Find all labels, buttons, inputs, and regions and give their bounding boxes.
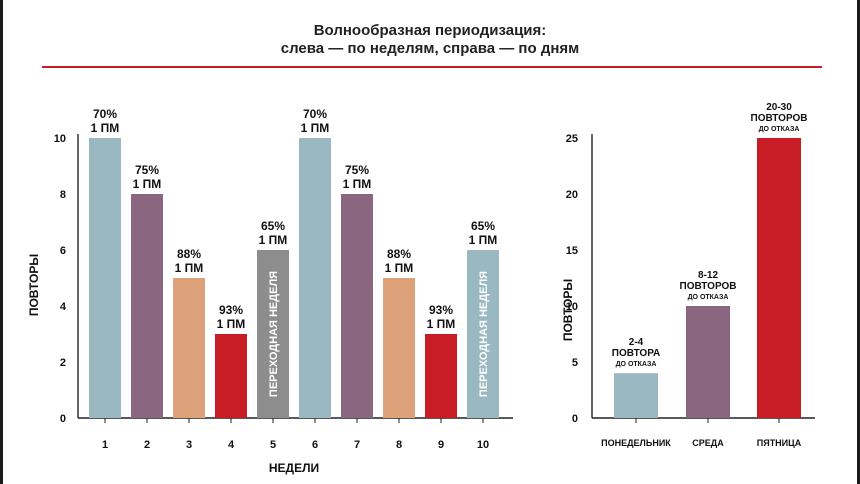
day-data-label: ПОВТОРА <box>612 348 660 359</box>
week-data-label: 1 ПМ <box>217 317 246 331</box>
week-bar <box>173 278 205 418</box>
week-data-label: 1 ПМ <box>427 317 456 331</box>
right-frame-border <box>857 0 860 484</box>
week-category-label: 3 <box>186 439 192 451</box>
day-bar <box>686 306 730 418</box>
week-y-tick-label: 6 <box>60 245 66 257</box>
week-data-label: 1 ПМ <box>133 177 162 191</box>
day-y-tick-label: 5 <box>572 357 578 369</box>
week-category-label: 8 <box>396 439 402 451</box>
day-y-tick-label: 25 <box>566 133 578 145</box>
week-data-label: 1 ПМ <box>301 121 330 135</box>
week-bar <box>383 278 415 418</box>
left-frame-border <box>0 0 3 484</box>
week-data-label: 1 ПМ <box>91 121 120 135</box>
week-data-label: 93% <box>429 303 453 317</box>
week-data-label: 88% <box>177 247 201 261</box>
title-divider <box>42 66 822 68</box>
week-bar <box>299 138 331 418</box>
day-y-tick-label: 0 <box>572 413 578 425</box>
chart-title-line-1: Волнообразная периодизация: <box>313 22 547 39</box>
week-category-label: 2 <box>144 439 150 451</box>
week-bar-inner-label: ПЕРЕХОДНАЯ НЕДЕЛЯ <box>268 271 280 397</box>
week-data-label: 75% <box>345 163 369 177</box>
day-data-label: ПОВТОРОВ <box>680 281 737 292</box>
day-data-label: ДО ОТКАЗА <box>688 294 729 301</box>
day-bar <box>614 373 658 418</box>
day-data-label: ДО ОТКАЗА <box>759 126 800 133</box>
week-data-label: 70% <box>93 107 117 121</box>
week-y-tick-label: 0 <box>60 413 66 425</box>
week-data-label: 1 ПМ <box>175 261 204 275</box>
day-bar <box>757 138 801 418</box>
day-y-tick-label: 20 <box>566 189 578 201</box>
week-category-label: 5 <box>270 439 276 451</box>
week-y-tick-label: 8 <box>60 189 66 201</box>
day-data-label: ПОВТОРОВ <box>751 113 808 124</box>
week-data-label: 65% <box>471 219 495 233</box>
week-category-label: 4 <box>228 439 235 451</box>
week-data-label: 88% <box>387 247 411 261</box>
day-y-axis-label: ПОВТОРЫ <box>561 279 575 341</box>
week-data-label: 70% <box>303 107 327 121</box>
week-x-axis-label: НЕДЕЛИ <box>269 461 319 475</box>
week-category-label: 7 <box>354 439 360 451</box>
week-data-label: 65% <box>261 219 285 233</box>
week-category-label: 9 <box>438 439 444 451</box>
day-data-label: ДО ОТКАЗА <box>616 361 657 368</box>
day-data-label: 2-4 <box>629 337 644 348</box>
week-data-label: 1 ПМ <box>343 177 372 191</box>
day-data-label: 8-12 <box>698 270 718 281</box>
week-bar <box>425 334 457 418</box>
week-data-label: 75% <box>135 163 159 177</box>
week-y-tick-label: 2 <box>60 357 66 369</box>
week-bar <box>467 250 499 418</box>
week-bar <box>89 138 121 418</box>
week-data-label: 1 ПМ <box>469 233 498 247</box>
day-y-tick-label: 15 <box>566 245 578 257</box>
week-bar <box>257 250 289 418</box>
day-data-label: 20-30 <box>766 102 792 113</box>
week-bar <box>131 194 163 418</box>
week-bar <box>215 334 247 418</box>
week-category-label: 10 <box>477 439 489 451</box>
week-bar-inner-label: ПЕРЕХОДНАЯ НЕДЕЛЯ <box>478 271 490 397</box>
week-bar <box>341 194 373 418</box>
week-y-tick-label: 10 <box>54 133 66 145</box>
week-category-label: 6 <box>312 439 318 451</box>
chart-title-line-2: слева — по неделям, справа — по дням <box>280 40 580 57</box>
day-y-tick-label: 10 <box>566 301 578 313</box>
day-category-label: ПЯТНИЦА <box>757 438 802 448</box>
week-data-label: 93% <box>219 303 243 317</box>
week-y-axis-label: ПОВТОРЫ <box>27 254 41 316</box>
week-data-label: 1 ПМ <box>385 261 414 275</box>
day-category-label: ПОНЕДЕЛЬНИК <box>601 438 671 448</box>
day-category-label: СРЕДА <box>692 438 724 448</box>
week-category-label: 1 <box>102 439 108 451</box>
week-data-label: 1 ПМ <box>259 233 288 247</box>
week-y-tick-label: 4 <box>60 301 67 313</box>
